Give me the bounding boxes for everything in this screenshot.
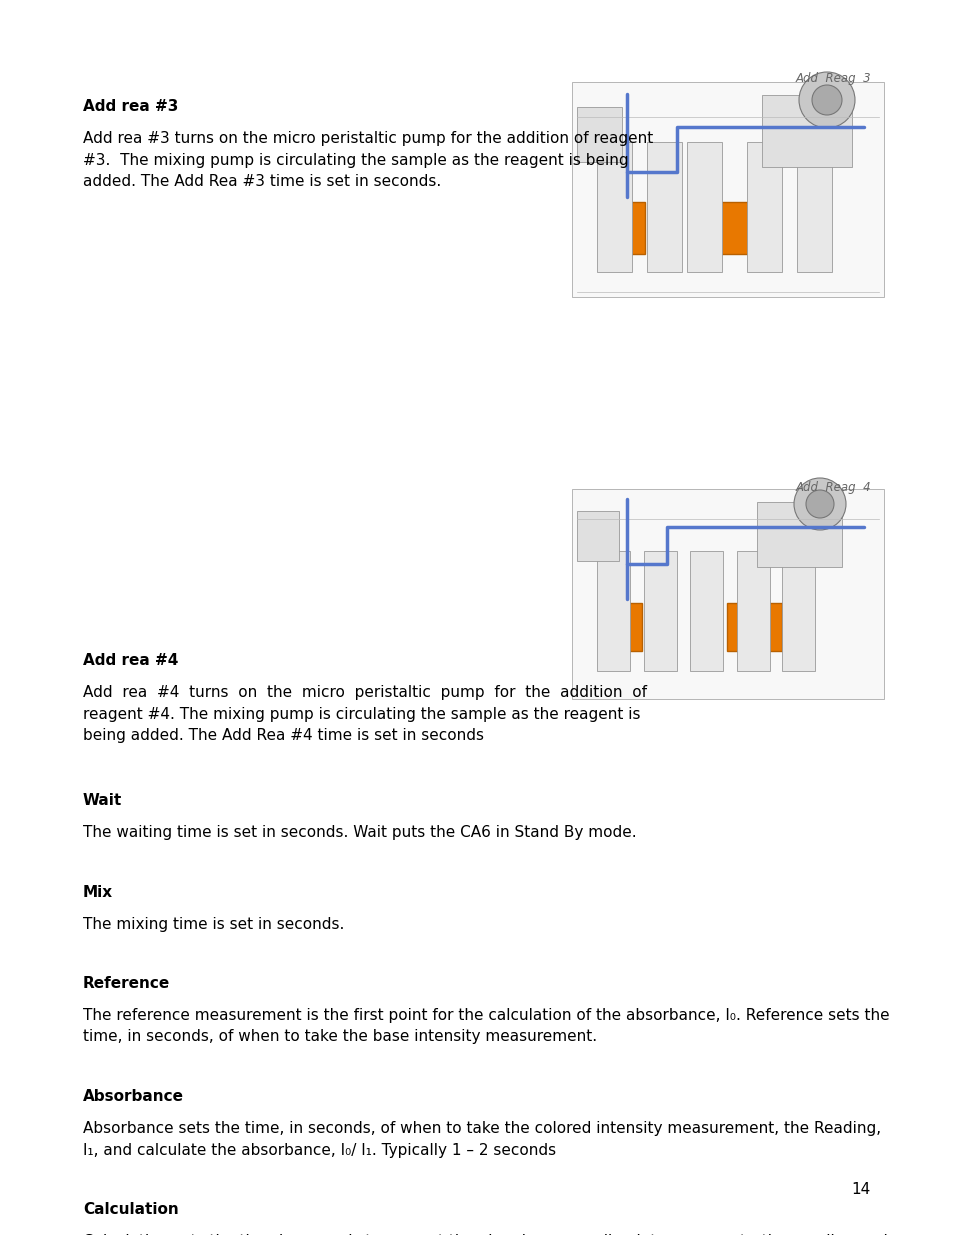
Text: Mix: Mix bbox=[83, 884, 113, 899]
Text: added. The Add Rea #3 time is set in seconds.: added. The Add Rea #3 time is set in sec… bbox=[83, 174, 441, 189]
Bar bbox=[572, 82, 883, 296]
Bar bbox=[643, 551, 677, 671]
Text: Reference: Reference bbox=[83, 976, 170, 990]
Bar bbox=[746, 142, 781, 272]
Text: being added. The Add Rea #4 time is set in seconds: being added. The Add Rea #4 time is set … bbox=[83, 727, 483, 743]
Bar bbox=[577, 107, 621, 162]
Bar bbox=[597, 551, 629, 671]
Circle shape bbox=[805, 490, 833, 517]
Text: The mixing time is set in seconds.: The mixing time is set in seconds. bbox=[83, 916, 344, 931]
Text: The waiting time is set in seconds. Wait puts the CA6 in Stand By mode.: The waiting time is set in seconds. Wait… bbox=[83, 825, 636, 840]
Text: Absorbance: Absorbance bbox=[83, 1089, 184, 1104]
Bar bbox=[761, 95, 851, 167]
Bar bbox=[781, 551, 814, 671]
Text: The reference measurement is the first point for the calculation of the absorban: The reference measurement is the first p… bbox=[83, 1008, 889, 1023]
Bar bbox=[597, 142, 631, 272]
Text: Add rea #4: Add rea #4 bbox=[83, 653, 178, 668]
Text: Add  Reag  3: Add Reag 3 bbox=[795, 72, 870, 85]
Text: #3.  The mixing pump is circulating the sample as the reagent is being: #3. The mixing pump is circulating the s… bbox=[83, 152, 628, 168]
Bar bbox=[609, 203, 644, 254]
Text: Add  rea  #4  turns  on  the  micro  peristaltic  pump  for  the  addition  of: Add rea #4 turns on the micro peristalti… bbox=[83, 685, 646, 700]
Text: Absorbance sets the time, in seconds, of when to take the colored intensity meas: Absorbance sets the time, in seconds, of… bbox=[83, 1121, 881, 1136]
Text: 14: 14 bbox=[851, 1182, 870, 1197]
Text: Calculation: Calculation bbox=[83, 1202, 178, 1216]
Bar bbox=[577, 511, 618, 561]
Bar bbox=[646, 142, 681, 272]
Bar bbox=[737, 551, 769, 671]
Bar bbox=[757, 501, 841, 567]
Text: Wait: Wait bbox=[83, 793, 122, 808]
Circle shape bbox=[793, 478, 845, 530]
Bar bbox=[572, 489, 883, 699]
Circle shape bbox=[811, 85, 841, 115]
Text: Add rea #3 turns on the micro peristaltic pump for the addition of reagent: Add rea #3 turns on the micro peristalti… bbox=[83, 131, 653, 146]
Bar bbox=[689, 551, 722, 671]
Text: reagent #4. The mixing pump is circulating the sample as the reagent is: reagent #4. The mixing pump is circulati… bbox=[83, 706, 639, 721]
Text: I₁, and calculate the absorbance, I₀/ I₁. Typically 1 – 2 seconds: I₁, and calculate the absorbance, I₀/ I₁… bbox=[83, 1142, 556, 1157]
Bar bbox=[609, 603, 641, 651]
Bar bbox=[689, 203, 754, 254]
Circle shape bbox=[799, 72, 854, 128]
Bar bbox=[686, 142, 721, 272]
Text: Add rea #3: Add rea #3 bbox=[83, 99, 178, 114]
Bar bbox=[796, 142, 831, 272]
Text: time, in seconds, of when to take the base intensity measurement.: time, in seconds, of when to take the ba… bbox=[83, 1030, 597, 1045]
Text: Add  Reag  4: Add Reag 4 bbox=[795, 480, 870, 494]
Bar bbox=[726, 603, 781, 651]
